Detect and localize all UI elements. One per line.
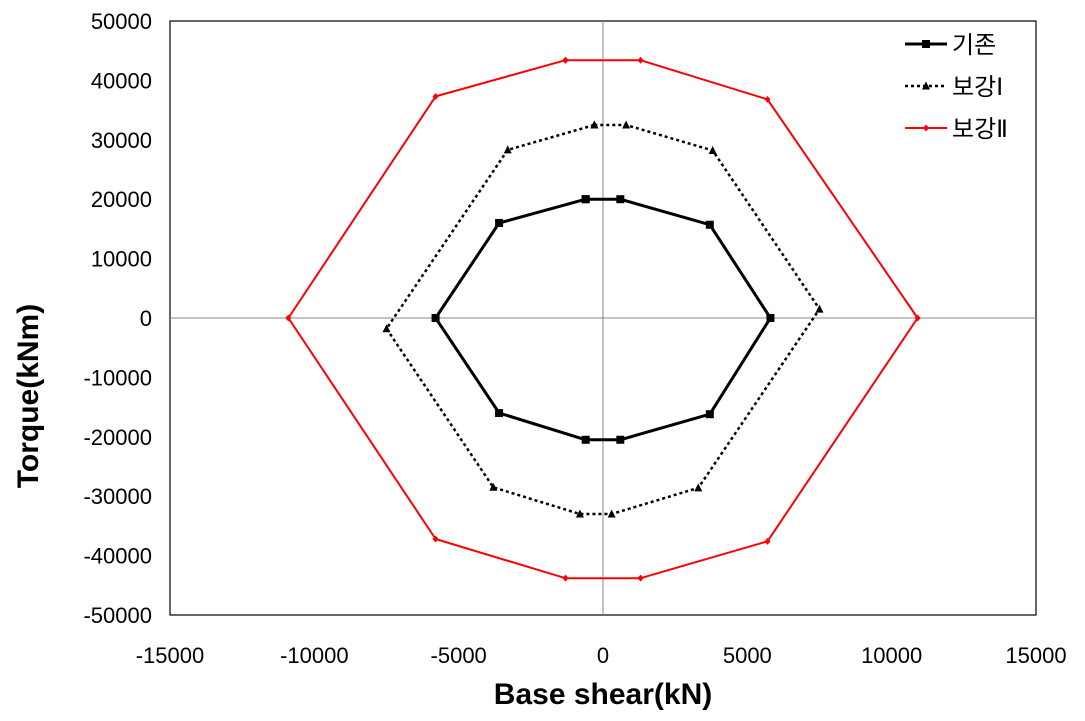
data-point xyxy=(503,145,512,154)
data-point xyxy=(616,435,625,444)
x-tick-labels: -15000 -10000 -5000 0 5000 10000 15000 xyxy=(136,643,1067,668)
data-point xyxy=(637,56,644,64)
legend-label: 기존 xyxy=(952,31,996,59)
data-point xyxy=(562,574,569,582)
data-point xyxy=(708,145,717,154)
series-2 xyxy=(382,120,824,518)
y-tick-label: -20000 xyxy=(83,425,152,450)
data-point xyxy=(575,509,584,518)
legend-label: 보강Ⅱ xyxy=(952,115,1008,143)
legend-entry: 보강Ⅰ xyxy=(905,73,1003,101)
data-point xyxy=(581,195,590,204)
y-tick-label: 30000 xyxy=(91,128,152,153)
legend-entry: 기존 xyxy=(905,31,996,59)
y-tick-label: 0 xyxy=(140,306,152,331)
data-point xyxy=(581,435,590,444)
y-tick-label: -30000 xyxy=(83,484,152,509)
data-point xyxy=(637,574,644,582)
data-point xyxy=(607,509,616,518)
data-point xyxy=(431,314,440,322)
data-point xyxy=(766,314,775,322)
data-point xyxy=(489,482,498,491)
data-point xyxy=(914,314,921,322)
data-point xyxy=(764,95,771,103)
y-tick-label: 20000 xyxy=(91,187,152,212)
data-point xyxy=(923,124,929,132)
y-tick-label: 10000 xyxy=(91,247,152,272)
y-tick-label: -10000 xyxy=(83,365,152,390)
x-axis-title: Base shear(kN) xyxy=(494,678,712,711)
y-axis-title: Torque(kNm) xyxy=(12,304,45,488)
data-point xyxy=(922,40,930,48)
x-tick-label: -15000 xyxy=(136,643,205,668)
data-point xyxy=(432,535,439,543)
x-tick-label: 15000 xyxy=(1005,643,1066,668)
data-point xyxy=(815,304,824,313)
y-tick-labels: 50000 40000 30000 20000 10000 0 -10000 -20000 -3… xyxy=(83,9,152,628)
data-point xyxy=(285,314,292,322)
data-point xyxy=(922,81,930,90)
x-tick-label: 10000 xyxy=(861,643,922,668)
legend-label: 보강Ⅰ xyxy=(952,73,1003,101)
data-point xyxy=(590,120,599,129)
data-point xyxy=(705,220,714,229)
zero-axes xyxy=(170,21,1036,615)
legend-entry: 보강Ⅱ xyxy=(905,115,1008,143)
data-point xyxy=(495,409,504,418)
series-layer xyxy=(285,56,921,582)
y-tick-label: 40000 xyxy=(91,68,152,93)
data-point xyxy=(495,218,504,227)
series-3 xyxy=(285,56,921,582)
x-tick-label: -5000 xyxy=(431,643,487,668)
y-tick-label: -40000 xyxy=(83,544,152,569)
data-point xyxy=(432,92,439,100)
series-1 xyxy=(431,195,775,444)
data-point xyxy=(764,537,771,545)
y-tick-label: -50000 xyxy=(83,603,152,628)
y-tick-label: 50000 xyxy=(91,9,152,34)
x-tick-label: 5000 xyxy=(723,643,772,668)
x-tick-label: 0 xyxy=(597,643,609,668)
data-point xyxy=(382,324,391,333)
data-point xyxy=(622,120,631,129)
data-point xyxy=(616,195,625,204)
data-point xyxy=(694,483,703,492)
data-point xyxy=(705,410,714,419)
x-tick-label: -10000 xyxy=(280,643,349,668)
data-point xyxy=(562,56,569,64)
